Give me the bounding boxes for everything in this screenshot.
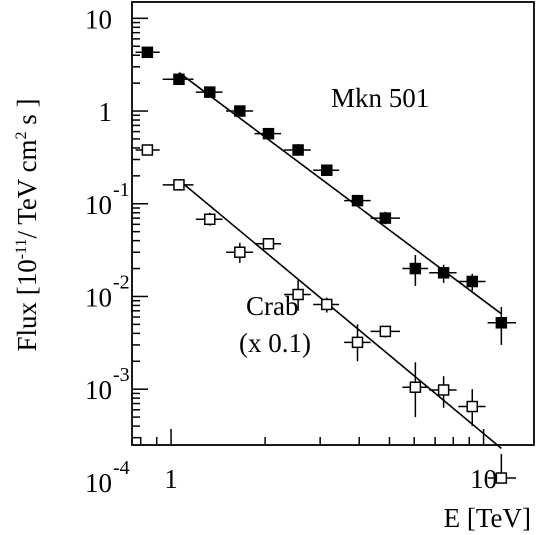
- data-point: [195, 212, 223, 226]
- y-tick-exponent: -3: [113, 364, 130, 386]
- marker-filled-square: [437, 267, 450, 279]
- y-tick-label: 10: [85, 468, 112, 498]
- data-point: [226, 105, 254, 117]
- y-tick-exponent: -2: [113, 271, 130, 293]
- marker-open-square: [495, 472, 508, 484]
- y-tick-label: 1: [99, 97, 113, 127]
- data-point: [162, 73, 194, 86]
- annotation-crab: Crab: [246, 291, 298, 321]
- data-point: [284, 280, 311, 311]
- marker-open-square: [262, 238, 275, 250]
- marker-open-square: [292, 288, 304, 301]
- marker-open-square: [466, 400, 479, 413]
- data-point: [254, 238, 282, 250]
- x-tick-label: 10: [470, 464, 497, 494]
- data-point: [429, 264, 457, 283]
- y-tick-label: 10: [85, 282, 112, 312]
- y-tick-label: 10: [85, 375, 112, 405]
- y-tick-exponent: -4: [113, 457, 130, 479]
- marker-open-square: [234, 246, 246, 258]
- y-tick-label: 10: [85, 190, 112, 220]
- marker-open-square: [173, 179, 185, 191]
- series-mkn501: [135, 46, 517, 345]
- data-point: [313, 164, 340, 176]
- marker-filled-square: [204, 86, 216, 98]
- y-tick-label: 10: [85, 4, 112, 34]
- data-point: [162, 179, 194, 191]
- data-point: [284, 144, 311, 156]
- data-point: [458, 389, 486, 427]
- marker-filled-square: [495, 317, 508, 329]
- xlabel: E [TeV]: [444, 503, 531, 533]
- x-tick-label: 1: [164, 464, 178, 494]
- marker-open-square: [437, 384, 450, 396]
- data-point: [458, 273, 486, 291]
- data-point: [487, 453, 517, 484]
- marker-filled-square: [234, 105, 246, 117]
- series-crab: [135, 144, 517, 484]
- data-point: [402, 255, 429, 286]
- marker-open-square: [409, 381, 422, 393]
- marker-open-square: [141, 144, 154, 156]
- marker-filled-square: [321, 164, 333, 176]
- data-point: [429, 376, 457, 408]
- marker-open-square: [204, 213, 216, 226]
- data-point: [344, 194, 371, 207]
- marker-filled-square: [409, 262, 422, 275]
- data-point: [344, 324, 371, 362]
- fit-lines: [178, 71, 502, 449]
- ylabel: Flux [10-11/ TeV cm2 s ]: [12, 98, 42, 351]
- marker-filled-square: [173, 73, 185, 86]
- data-point: [135, 46, 160, 59]
- marker-open-square: [351, 336, 364, 349]
- marker-filled-square: [292, 144, 304, 156]
- data-point: [402, 362, 429, 418]
- data-point: [254, 127, 282, 140]
- data-point: [370, 211, 400, 225]
- marker-filled-square: [466, 275, 479, 288]
- fit-line-crab: [178, 179, 502, 449]
- annotation-crab-scale: (x 0.1): [239, 328, 311, 358]
- marker-filled-square: [141, 46, 154, 59]
- data-point: [135, 144, 160, 156]
- data-point: [226, 242, 254, 263]
- data-point: [313, 297, 340, 313]
- data-point: [370, 325, 400, 338]
- data-point: [195, 86, 223, 98]
- annotation-mkn501: Mkn 501: [331, 83, 429, 113]
- y-tick-exponent: -1: [113, 179, 130, 201]
- data-point: [487, 306, 517, 345]
- marker-open-square: [379, 325, 392, 338]
- marker-open-square: [321, 298, 333, 311]
- plot-frame: [131, 1, 535, 446]
- marker-filled-square: [351, 194, 364, 207]
- marker-filled-square: [262, 127, 275, 140]
- marker-filled-square: [379, 212, 392, 224]
